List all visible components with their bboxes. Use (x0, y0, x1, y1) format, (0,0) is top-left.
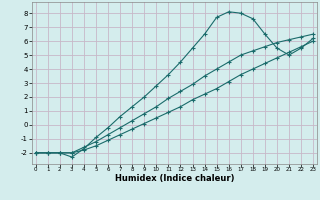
X-axis label: Humidex (Indice chaleur): Humidex (Indice chaleur) (115, 174, 234, 183)
